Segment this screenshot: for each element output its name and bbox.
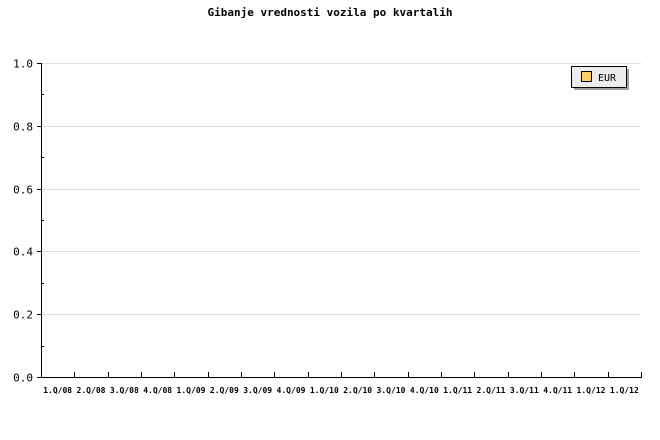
x-tick-label: 1.Q/12 bbox=[577, 386, 606, 395]
gridlines bbox=[41, 63, 641, 315]
x-tick-label: 1.Q/10 bbox=[310, 386, 339, 395]
x-tick-label: 1.Q/08 bbox=[43, 386, 72, 395]
x-tick-label: 4.Q/10 bbox=[410, 386, 439, 395]
y-tick-label: 1.0 bbox=[13, 58, 33, 71]
y-tick-label: 0.2 bbox=[13, 309, 33, 322]
x-tick-label: 3.Q/09 bbox=[243, 386, 272, 395]
x-tick-label: 2.Q/11 bbox=[477, 386, 506, 395]
legend: EUR bbox=[571, 66, 629, 90]
x-tick-label: 1.Q/11 bbox=[443, 386, 472, 395]
x-tick-label: 2.Q/08 bbox=[77, 386, 106, 395]
y-axis: 0.0 0.2 0.4 0.6 0.8 1.0 bbox=[13, 58, 44, 385]
x-axis: 1.Q/08 2.Q/08 3.Q/08 4.Q/08 1.Q/09 2.Q/09 3.Q/… bbox=[41, 372, 642, 395]
y-tick-label: 0.6 bbox=[13, 184, 33, 197]
x-tick-label: 2.Q/10 bbox=[343, 386, 372, 395]
x-tick-label: 4.Q/08 bbox=[143, 386, 172, 395]
x-tick-label: 3.Q/08 bbox=[110, 386, 139, 395]
x-tick-label: 1.Q/12 bbox=[610, 386, 639, 395]
x-tick-label: 3.Q/11 bbox=[510, 386, 539, 395]
chart-title: Gibanje vrednosti vozila po kvartalih bbox=[207, 6, 452, 19]
x-tick-label: 3.Q/10 bbox=[377, 386, 406, 395]
y-tick-label: 0.8 bbox=[13, 121, 33, 134]
x-tick-label: 1.Q/09 bbox=[177, 386, 206, 395]
legend-swatch-eur bbox=[581, 71, 592, 82]
x-tick-label: 2.Q/09 bbox=[210, 386, 239, 395]
x-tick-label: 4.Q/11 bbox=[543, 386, 572, 395]
y-tick-label: 0.0 bbox=[13, 372, 33, 385]
x-tick-label: 4.Q/09 bbox=[277, 386, 306, 395]
y-tick-label: 0.4 bbox=[13, 246, 33, 259]
legend-label-eur: EUR bbox=[598, 73, 617, 84]
